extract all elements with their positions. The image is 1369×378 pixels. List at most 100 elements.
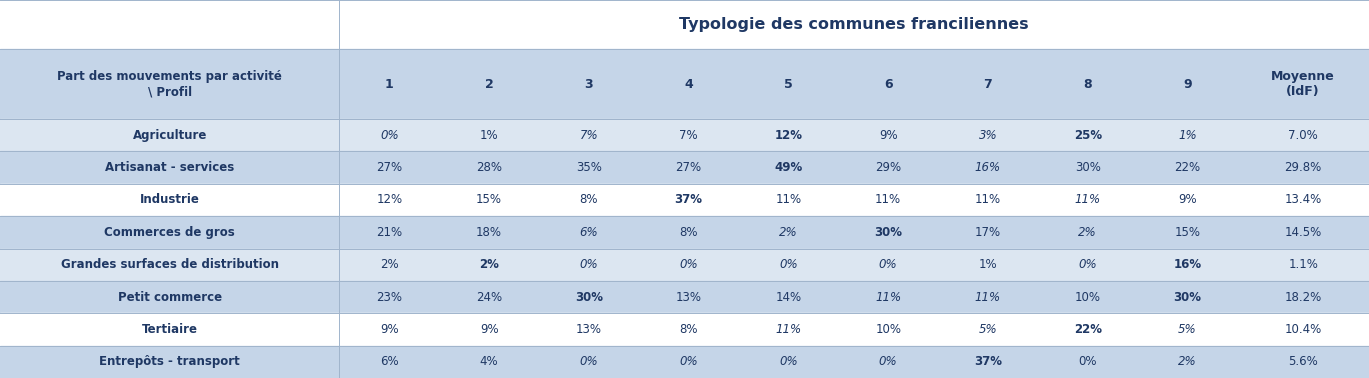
Text: 0%: 0% xyxy=(1079,355,1097,368)
Text: 12%: 12% xyxy=(376,194,402,206)
Text: 28%: 28% xyxy=(476,161,502,174)
Text: 37%: 37% xyxy=(973,355,1002,368)
Text: 27%: 27% xyxy=(376,161,402,174)
Text: 7%: 7% xyxy=(679,129,698,142)
Text: 0%: 0% xyxy=(779,258,798,271)
Text: 18%: 18% xyxy=(476,226,502,239)
Text: Part des mouvements par activité
\ Profil: Part des mouvements par activité \ Profi… xyxy=(57,70,282,98)
Text: 11%: 11% xyxy=(775,323,801,336)
Text: 6%: 6% xyxy=(579,226,598,239)
Text: 10.4%: 10.4% xyxy=(1284,323,1322,336)
Text: 30%: 30% xyxy=(875,226,902,239)
Text: 1%: 1% xyxy=(979,258,997,271)
Bar xyxy=(0,281,1369,313)
Text: 21%: 21% xyxy=(376,226,402,239)
Text: 22%: 22% xyxy=(1175,161,1201,174)
Text: 2: 2 xyxy=(485,77,493,91)
Text: 9%: 9% xyxy=(1179,194,1197,206)
Text: 35%: 35% xyxy=(576,161,602,174)
Text: 5%: 5% xyxy=(1179,323,1197,336)
Text: 7.0%: 7.0% xyxy=(1288,129,1318,142)
Text: 3%: 3% xyxy=(979,129,997,142)
Text: 9%: 9% xyxy=(479,323,498,336)
Text: 4%: 4% xyxy=(479,355,498,368)
Text: 15%: 15% xyxy=(476,194,502,206)
Text: 30%: 30% xyxy=(1075,161,1101,174)
Text: 14%: 14% xyxy=(775,291,801,304)
Text: 13%: 13% xyxy=(676,291,702,304)
Text: 0%: 0% xyxy=(879,258,898,271)
Text: 11%: 11% xyxy=(775,194,801,206)
Bar xyxy=(0,345,1369,378)
Bar xyxy=(0,313,1369,345)
Text: 8%: 8% xyxy=(679,323,698,336)
Text: 6: 6 xyxy=(884,77,893,91)
Text: 37%: 37% xyxy=(675,194,702,206)
Text: 0%: 0% xyxy=(381,129,398,142)
Text: Industrie: Industrie xyxy=(140,194,200,206)
Text: 1.1%: 1.1% xyxy=(1288,258,1318,271)
Text: 9%: 9% xyxy=(381,323,398,336)
Text: 0%: 0% xyxy=(679,258,698,271)
Text: Tertiaire: Tertiaire xyxy=(142,323,197,336)
Text: 16%: 16% xyxy=(1173,258,1202,271)
Text: 24%: 24% xyxy=(476,291,502,304)
Text: 2%: 2% xyxy=(779,226,798,239)
Text: 11%: 11% xyxy=(1075,194,1101,206)
Text: 6%: 6% xyxy=(381,355,398,368)
Bar xyxy=(0,216,1369,249)
Text: 0%: 0% xyxy=(779,355,798,368)
Text: 11%: 11% xyxy=(875,291,901,304)
Bar xyxy=(0,249,1369,281)
Text: Petit commerce: Petit commerce xyxy=(118,291,222,304)
Text: 29.8%: 29.8% xyxy=(1284,161,1322,174)
Bar xyxy=(0,152,1369,184)
Text: 11%: 11% xyxy=(875,194,901,206)
Text: 0%: 0% xyxy=(579,355,598,368)
Text: Typologie des communes franciliennes: Typologie des communes franciliennes xyxy=(679,17,1029,32)
Text: 5.6%: 5.6% xyxy=(1288,355,1318,368)
Text: 2%: 2% xyxy=(1179,355,1197,368)
Text: 0%: 0% xyxy=(879,355,898,368)
Text: 10%: 10% xyxy=(875,323,901,336)
Text: 13.4%: 13.4% xyxy=(1284,194,1322,206)
Text: 23%: 23% xyxy=(376,291,402,304)
Text: 1%: 1% xyxy=(1179,129,1197,142)
Text: 17%: 17% xyxy=(975,226,1001,239)
Bar xyxy=(0,49,1369,119)
Text: Agriculture: Agriculture xyxy=(133,129,207,142)
Text: 27%: 27% xyxy=(675,161,702,174)
Text: 11%: 11% xyxy=(975,291,1001,304)
Text: 12%: 12% xyxy=(775,129,802,142)
Text: 8%: 8% xyxy=(679,226,698,239)
Text: 2%: 2% xyxy=(1079,226,1097,239)
Text: Entrepôts - transport: Entrepôts - transport xyxy=(100,355,240,368)
Text: 7: 7 xyxy=(983,77,993,91)
Text: 3: 3 xyxy=(585,77,593,91)
Text: Commerces de gros: Commerces de gros xyxy=(104,226,235,239)
Text: 8%: 8% xyxy=(579,194,598,206)
Text: 29%: 29% xyxy=(875,161,901,174)
Text: Grandes surfaces de distribution: Grandes surfaces de distribution xyxy=(60,258,279,271)
Text: 5: 5 xyxy=(784,77,793,91)
Text: 18.2%: 18.2% xyxy=(1284,291,1322,304)
Text: 0%: 0% xyxy=(1079,258,1097,271)
Text: 22%: 22% xyxy=(1073,323,1102,336)
Text: Moyenne
(IdF): Moyenne (IdF) xyxy=(1272,70,1335,98)
Text: 16%: 16% xyxy=(975,161,1001,174)
Text: 10%: 10% xyxy=(1075,291,1101,304)
Text: 30%: 30% xyxy=(575,291,602,304)
Text: 11%: 11% xyxy=(975,194,1001,206)
Text: 14.5%: 14.5% xyxy=(1284,226,1322,239)
Bar xyxy=(0,184,1369,216)
Text: 4: 4 xyxy=(684,77,693,91)
Text: Artisanat - services: Artisanat - services xyxy=(105,161,234,174)
Bar xyxy=(0,0,1369,49)
Text: 13%: 13% xyxy=(576,323,602,336)
Bar xyxy=(0,119,1369,152)
Text: 49%: 49% xyxy=(775,161,802,174)
Text: 0%: 0% xyxy=(579,258,598,271)
Text: 0%: 0% xyxy=(679,355,698,368)
Text: 7%: 7% xyxy=(579,129,598,142)
Text: 2%: 2% xyxy=(479,258,500,271)
